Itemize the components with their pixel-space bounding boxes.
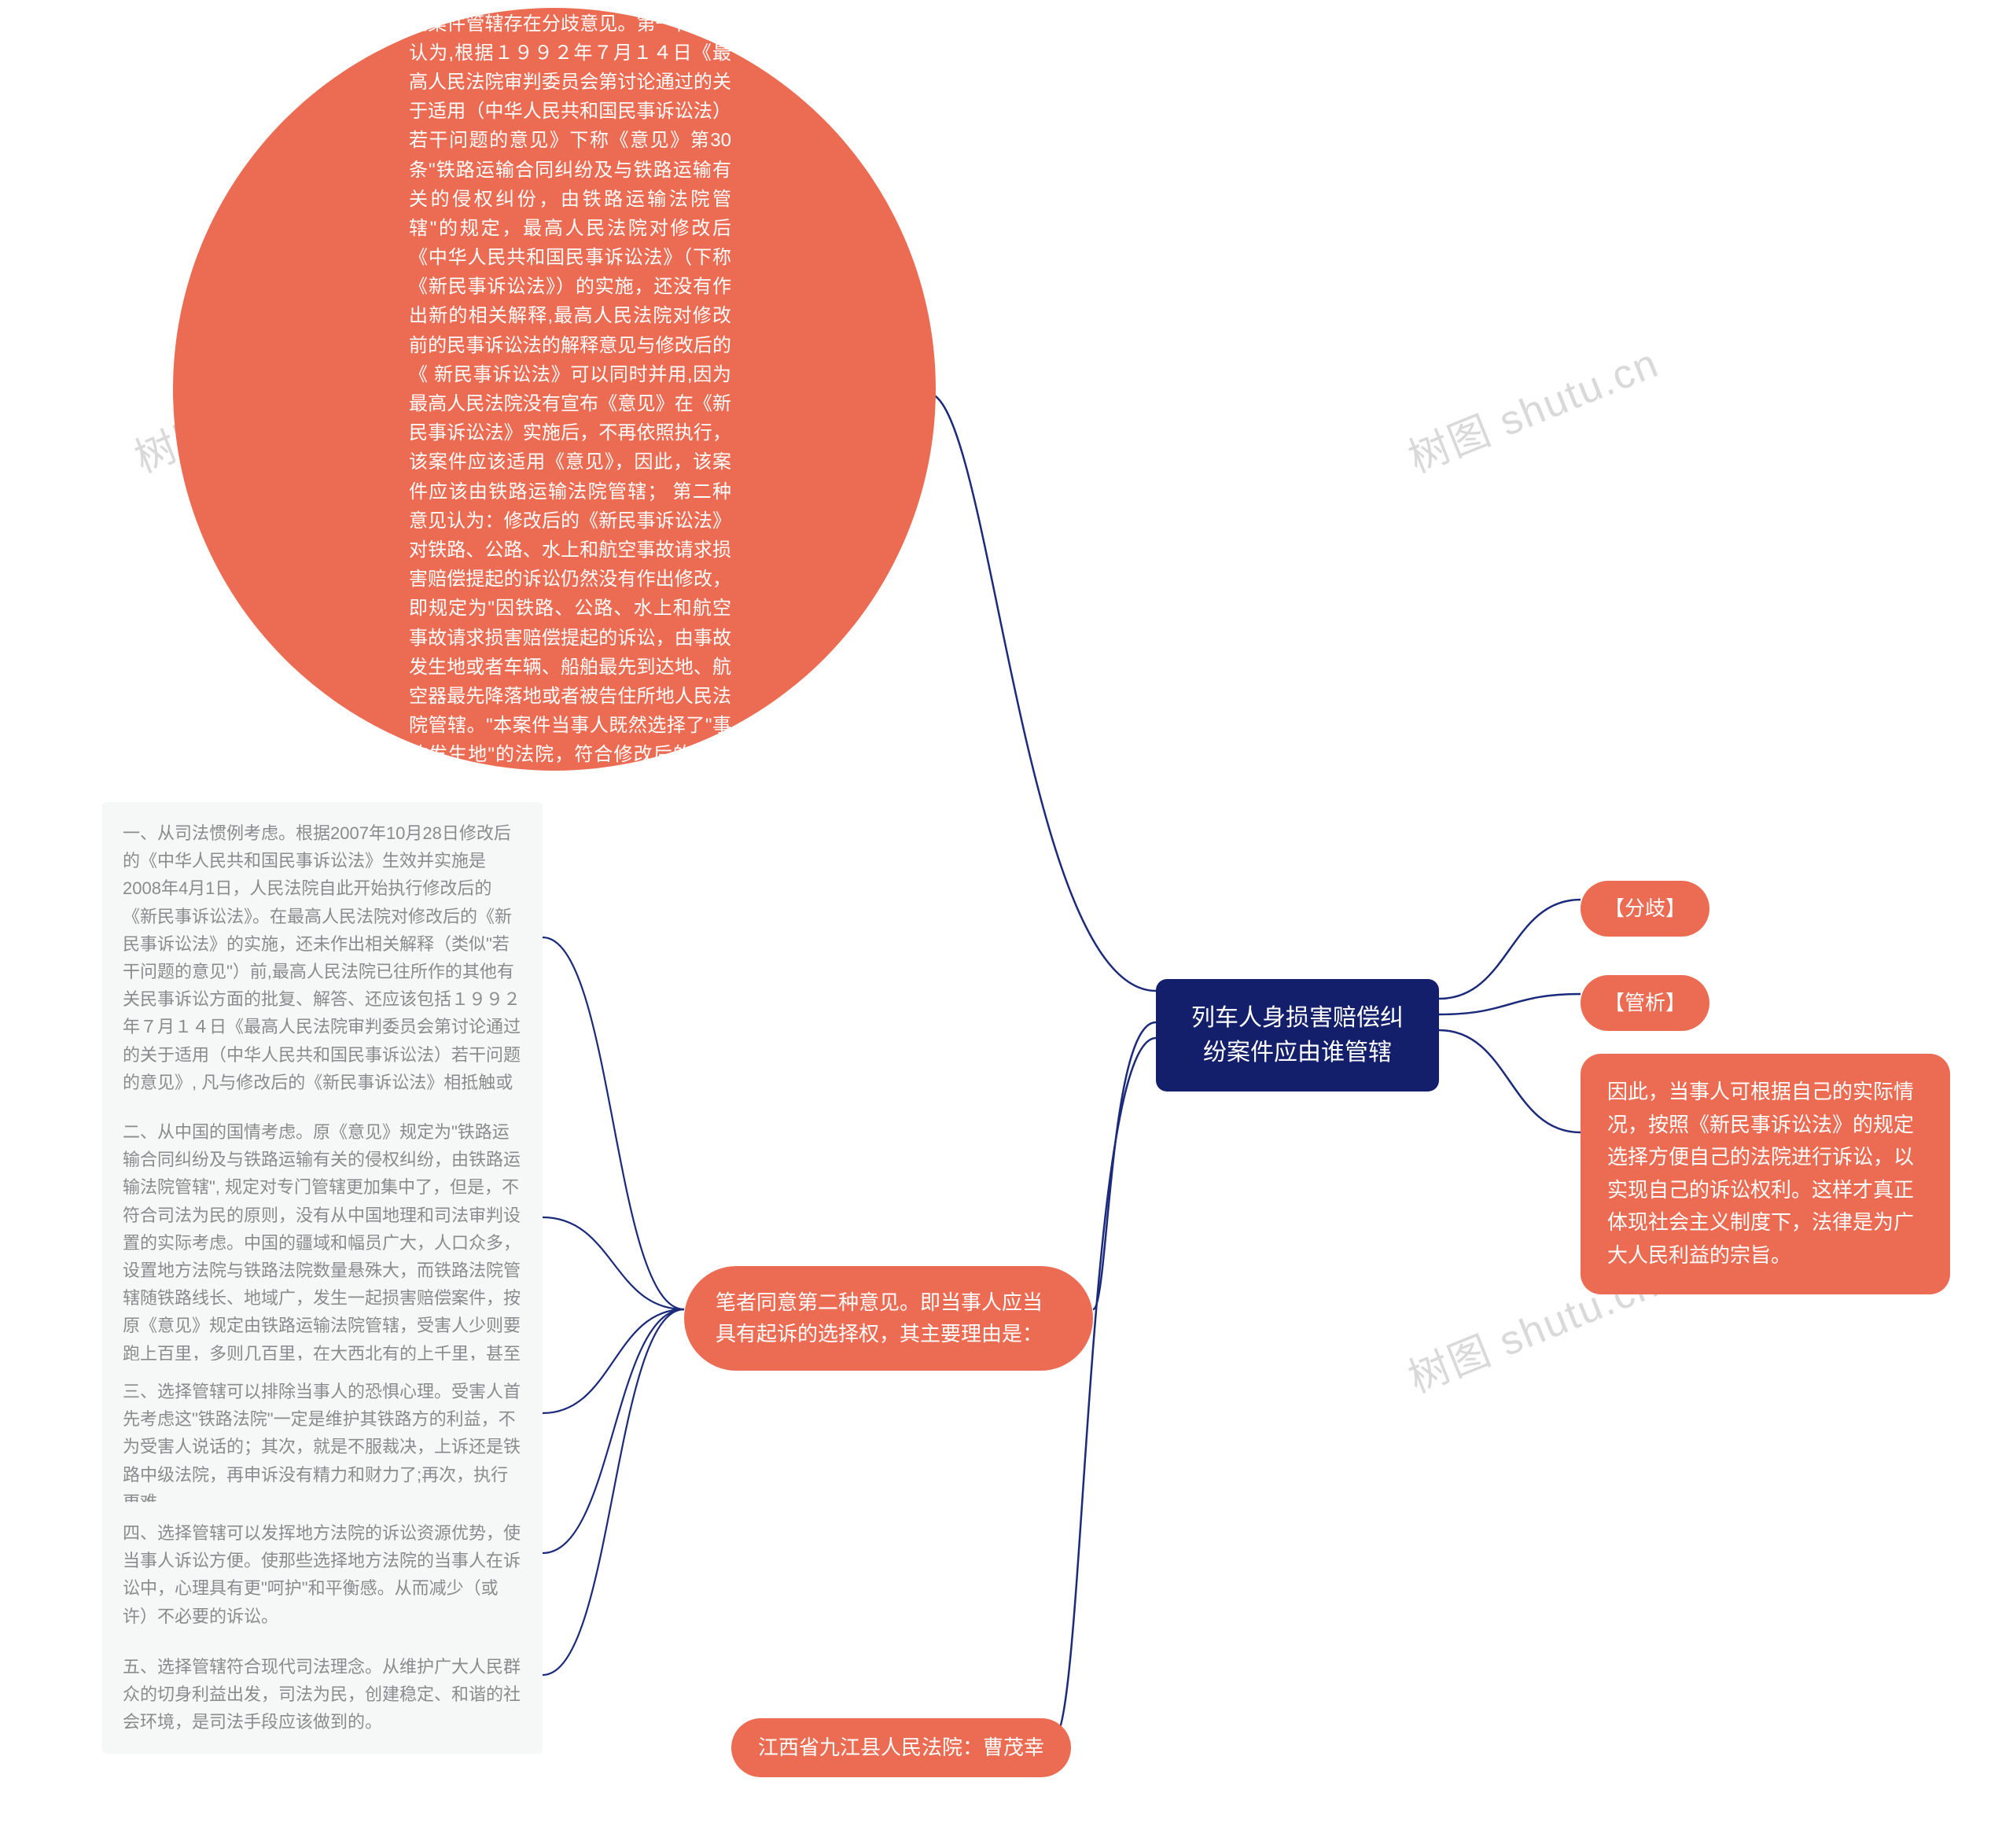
branch-reasons[interactable]: 笔者同意第二种意见。即当事人应当具有起诉的选择权，其主要理由是： <box>684 1266 1093 1371</box>
reason-item-4[interactable]: 四、选择管辖可以发挥地方法院的诉讼资源优势，使当事人诉讼方便。使那些选择地方法院… <box>102 1502 543 1647</box>
branch-analysis[interactable]: 【管析】 <box>1581 975 1709 1031</box>
reason-item-1[interactable]: 一、从司法惯例考虑。根据2007年10月28日修改后的《中华人民共和国民事诉讼法… <box>102 802 543 1141</box>
watermark: 树图 shutu.cn <box>1398 330 1666 484</box>
reason-item-5[interactable]: 五、选择管辖符合现代司法理念。从维护广大人民群众的切身利益出发，司法为民，创建稳… <box>102 1636 543 1754</box>
branch-divergence[interactable]: 【分歧】 <box>1581 881 1709 937</box>
big-text-content: 受害人家属的起诉,立案审判人员人对此案件管辖存在分歧意见。第一种意见认为,根据１… <box>409 0 731 799</box>
branch-conclusion[interactable]: 因此，当事人可根据自己的实际情况，按照《新民事诉讼法》的规定选择方便自己的法院进… <box>1581 1054 1950 1294</box>
branch-author[interactable]: 江西省九江县人民法院：曹茂幸 <box>731 1718 1071 1777</box>
center-topic[interactable]: 列车人身损害赔偿纠纷案件应由谁管辖 <box>1156 979 1439 1091</box>
branch-big-text[interactable]: 受害人家属的起诉,立案审判人员人对此案件管辖存在分歧意见。第一种意见认为,根据１… <box>173 8 936 771</box>
